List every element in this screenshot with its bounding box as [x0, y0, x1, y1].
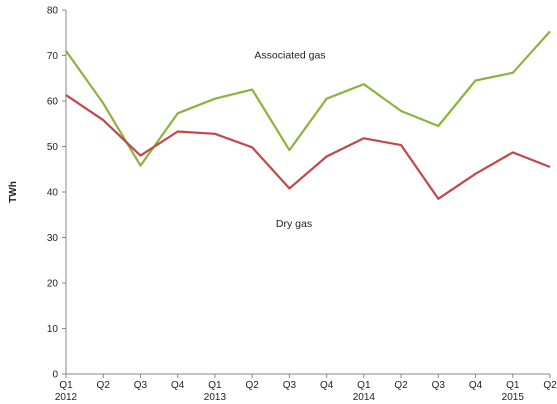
x-tick-label: Q2	[245, 380, 259, 391]
y-tick-label: 30	[47, 233, 59, 244]
x-tick-label: Q2	[394, 380, 408, 391]
x-tick-label: Q3	[283, 380, 297, 391]
x-tick-label: Q1	[357, 380, 371, 391]
x-tick-label: Q4	[320, 380, 334, 391]
x-tick-label: Q1	[506, 380, 520, 391]
x-axis: Q1 Q2 Q3 Q4 Q1 Q2 Q3 Q4 Q1 Q2 Q3 Q4 Q1 Q2 2012 2013 2014…	[55, 373, 557, 403]
y-tick-label: 40	[47, 188, 59, 199]
x-tick-label: Q1	[59, 380, 73, 391]
series-lines	[65, 30, 551, 200]
x-year-label: 2013	[204, 392, 227, 403]
y-tick-label: 50	[47, 142, 59, 153]
x-tick-label: Q2	[543, 380, 557, 391]
y-tick-label: 70	[47, 51, 59, 62]
x-year-label: 2014	[353, 392, 376, 403]
y-tick-label: 0	[52, 370, 58, 381]
x-tick-label: Q3	[432, 380, 446, 391]
y-axis: 0 10 20 30 40 50 60 70 80	[47, 6, 67, 381]
annotations: Associated gas Dry gas	[254, 50, 325, 230]
x-tick-label: Q3	[134, 380, 148, 391]
y-tick-label: 10	[47, 324, 59, 335]
series-line-0	[65, 30, 551, 167]
y-tick-label: 20	[47, 279, 59, 290]
x-year-label: 2012	[55, 392, 78, 403]
x-tick-label: Q1	[208, 380, 222, 391]
x-tick-label: Q4	[469, 380, 483, 391]
y-tick-label: 80	[47, 6, 59, 17]
x-year-label: 2015	[502, 392, 525, 403]
series-line-1	[65, 94, 551, 200]
x-tick-label: Q2	[97, 380, 111, 391]
annotation-dry-gas: Dry gas	[276, 218, 312, 230]
y-tick-label: 60	[47, 97, 59, 108]
y-axis-label: TWh	[8, 181, 19, 203]
x-tick-label: Q4	[171, 380, 185, 391]
annotation-associated-gas: Associated gas	[254, 50, 325, 62]
